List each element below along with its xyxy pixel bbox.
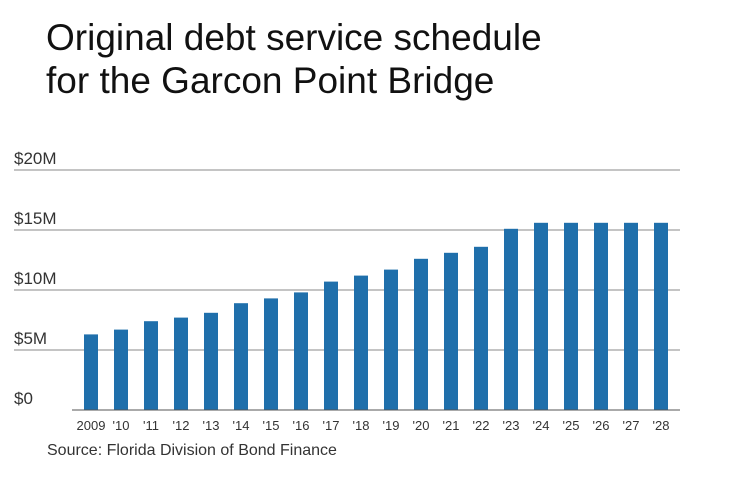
bar [234,303,248,410]
bar [174,317,188,410]
bar [594,222,608,410]
bar [564,222,578,410]
bar [654,222,668,410]
bar [204,312,218,410]
y-tick-label: $10M [14,269,57,288]
y-tick-label: $15M [14,209,57,228]
bar [114,329,128,410]
x-tick-label: '11 [143,418,159,433]
bar [384,269,398,410]
x-tick-label: '14 [233,418,250,433]
x-tick-label: '12 [173,418,190,433]
bar [354,275,368,410]
x-tick-label: '20 [413,418,430,433]
chart-title-line-2: for the Garcon Point Bridge [46,60,495,101]
y-tick-label: $5M [14,329,47,348]
x-tick-label: '16 [293,418,310,433]
bar [144,321,158,410]
x-tick-label: '25 [563,418,580,433]
bar [534,222,548,410]
bar [414,258,428,410]
bar [264,298,278,410]
source-note: Source: Florida Division of Bond Finance [47,442,337,459]
bar [294,292,308,410]
bar [624,222,638,410]
x-tick-label: '18 [353,418,370,433]
x-tick-label: '26 [593,418,610,433]
bar [84,334,98,410]
x-tick-label: '22 [473,418,490,433]
x-tick-label: '27 [623,418,640,433]
x-tick-label: '13 [203,418,220,433]
x-tick-label: '15 [263,418,280,433]
x-tick-label: '21 [443,418,460,433]
bar [504,228,518,410]
x-tick-label: '24 [533,418,550,433]
chart-title-line-1: Original debt service schedule [46,17,542,58]
bar [324,281,338,410]
x-tick-label: '10 [113,418,130,433]
x-tick-label: 2009 [77,418,106,433]
x-tick-label: '17 [323,418,340,433]
bar [444,252,458,410]
y-tick-label: $20M [14,149,57,168]
chart-title: Original debt service schedule for the G… [46,16,726,102]
y-tick-label: $0 [14,389,33,408]
bar [474,246,488,410]
x-tick-label: '28 [653,418,670,433]
x-tick-label: '19 [383,418,400,433]
bar-chart: $0 $5M $10M $15M $20M 2009 '10 '11 '12 '13 '14 '15 '… [14,149,680,433]
x-tick-label: '23 [503,418,520,433]
